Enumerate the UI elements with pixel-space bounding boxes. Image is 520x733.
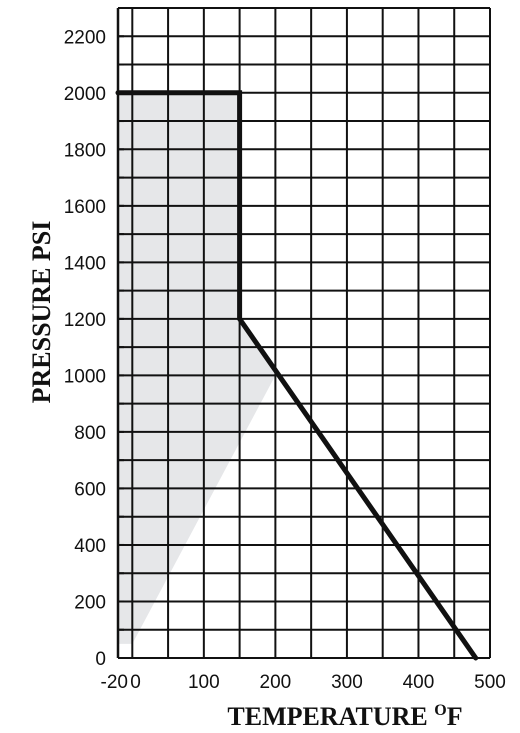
series-layer — [115, 90, 479, 661]
y-tick-label: 1800 — [64, 140, 106, 161]
y-tick-label: 400 — [74, 536, 106, 557]
x-axis-title: TEMPERATURE OF — [227, 702, 462, 731]
x-axis-title-main: TEMPERATURE — [227, 702, 434, 731]
x-tick-label: -20 — [101, 672, 128, 693]
x-tick-label: 0 — [130, 672, 141, 693]
x-axis-title-unit: F — [447, 702, 463, 731]
y-tick-label: 800 — [74, 423, 106, 444]
tick-layer — [118, 7, 124, 659]
y-tick-label: 1000 — [64, 366, 106, 387]
x-tick-label: 200 — [260, 672, 292, 693]
pressure-rating-line — [115, 90, 479, 661]
y-tick-label: 2200 — [64, 27, 106, 48]
y-tick-label: 1600 — [64, 197, 106, 218]
x-axis-title-degree: O — [434, 702, 446, 719]
y-tick-label: 600 — [74, 479, 106, 500]
tick-label-layer: 0200400600800100012001400160018002000220… — [64, 27, 506, 693]
y-tick-label: 1200 — [64, 310, 106, 331]
x-tick-label: 100 — [188, 672, 220, 693]
shaded-operating-region — [118, 92, 276, 644]
y-tick-label: 0 — [95, 649, 106, 670]
x-tick-label: 300 — [331, 672, 363, 693]
x-tick-label: 400 — [403, 672, 435, 693]
y-axis-title: PRESSURE PSI — [27, 221, 56, 404]
y-tick-label: 1400 — [64, 253, 106, 274]
y-tick-label: 200 — [74, 592, 106, 613]
x-tick-label: 500 — [474, 672, 506, 693]
shaded-region-layer — [118, 92, 276, 644]
grid-layer — [116, 7, 491, 659]
y-tick-label: 2000 — [64, 84, 106, 105]
